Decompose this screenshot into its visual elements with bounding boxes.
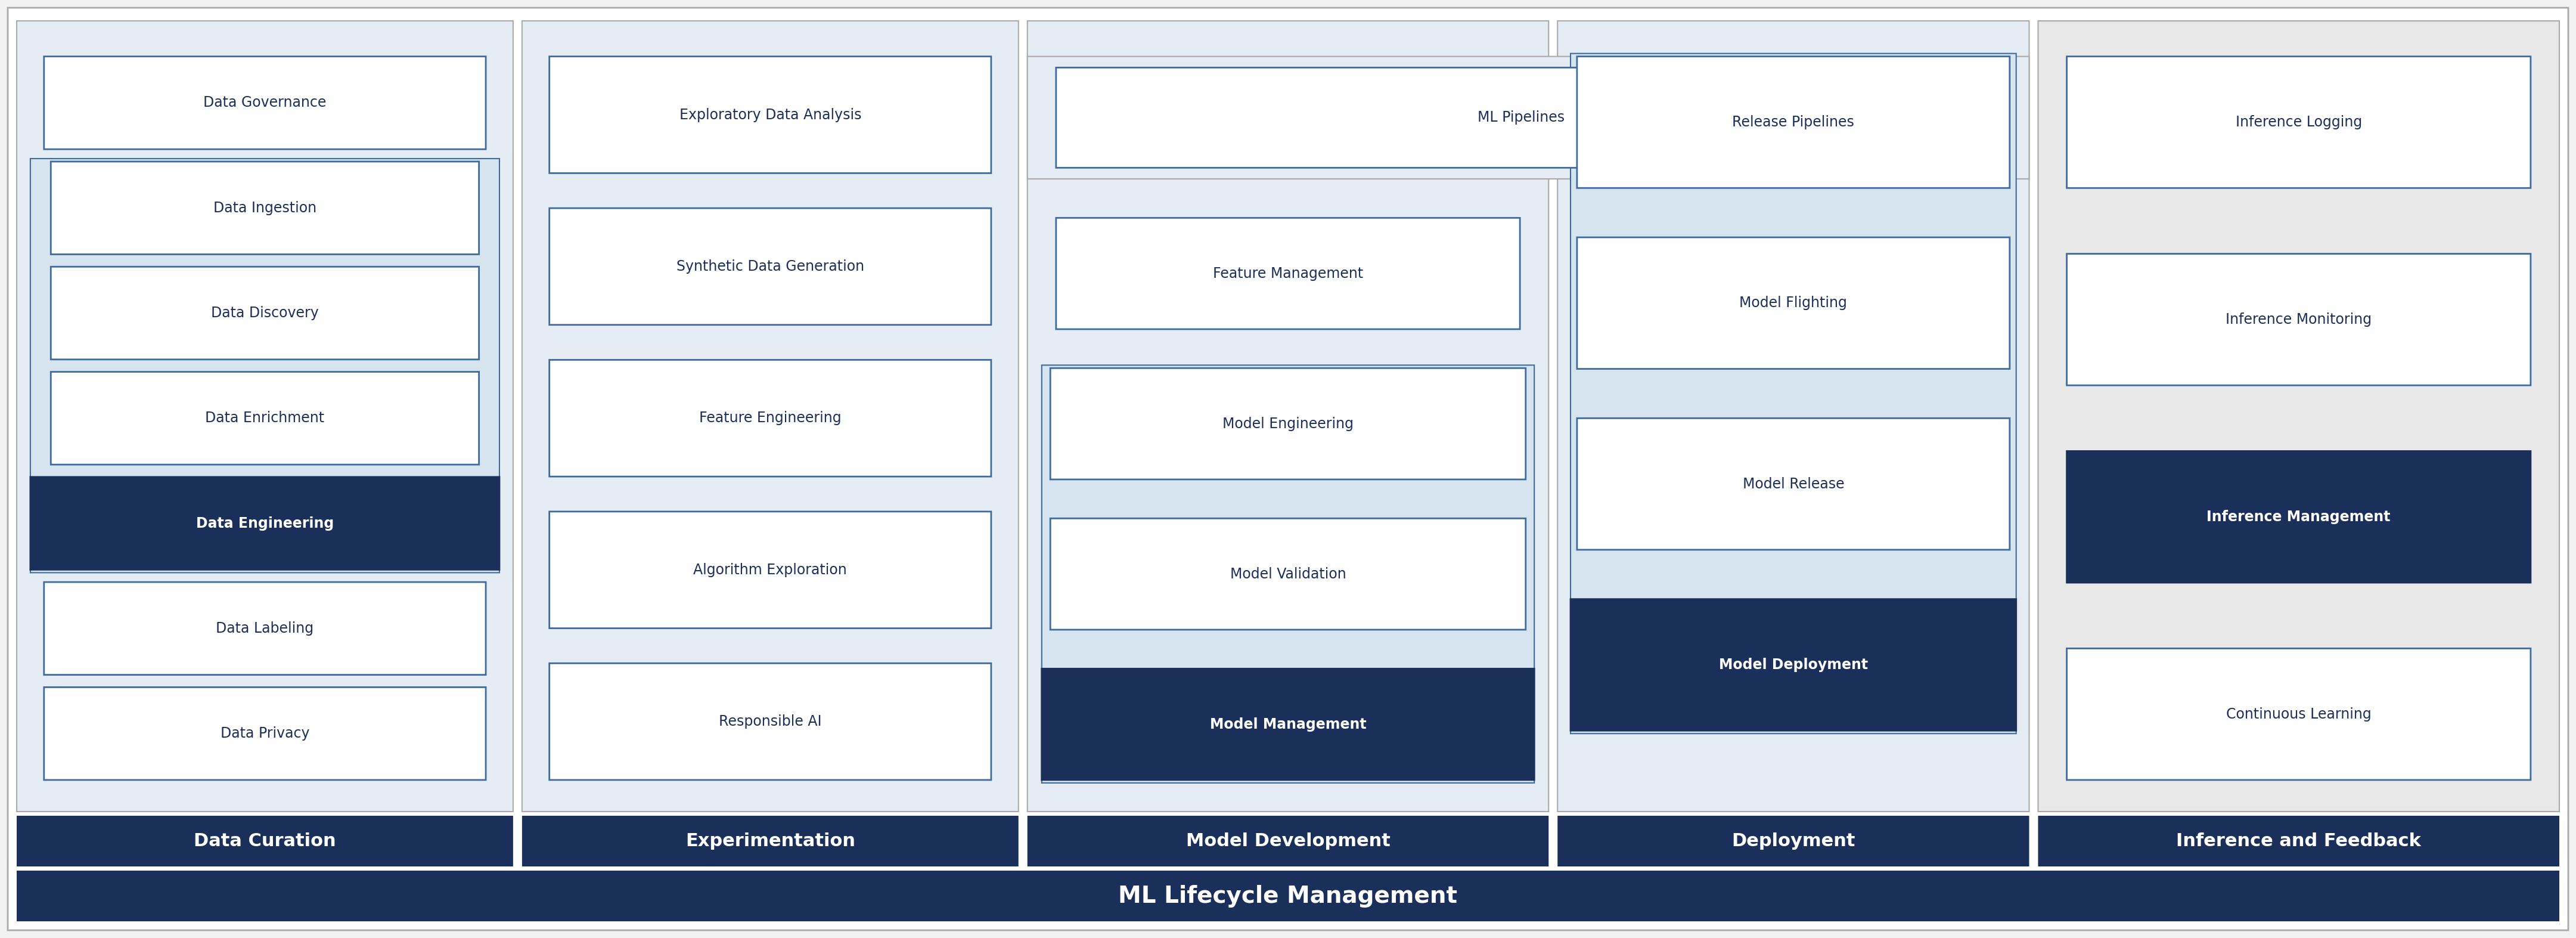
FancyBboxPatch shape [2066,451,2530,582]
FancyBboxPatch shape [549,56,992,174]
FancyBboxPatch shape [1558,21,2030,811]
Text: Exploratory Data Analysis: Exploratory Data Analysis [680,108,860,122]
FancyBboxPatch shape [1577,418,2009,550]
Text: Inference Management: Inference Management [2208,509,2391,524]
Text: Algorithm Exploration: Algorithm Exploration [693,563,848,577]
Text: Model Development: Model Development [1185,832,1391,850]
FancyBboxPatch shape [15,21,513,811]
FancyBboxPatch shape [549,511,992,628]
Text: Model Flighting: Model Flighting [1739,296,1847,310]
FancyBboxPatch shape [1056,68,1986,168]
Text: Data Curation: Data Curation [193,832,335,850]
FancyBboxPatch shape [2066,56,2530,188]
Text: Model Engineering: Model Engineering [1224,416,1352,431]
FancyBboxPatch shape [15,816,513,867]
FancyBboxPatch shape [1577,237,2009,369]
Text: Responsible AI: Responsible AI [719,715,822,729]
Text: Deployment: Deployment [1731,832,1855,850]
Text: Experimentation: Experimentation [685,832,855,850]
FancyBboxPatch shape [523,21,1018,811]
Text: Release Pipelines: Release Pipelines [1731,115,1855,129]
FancyBboxPatch shape [8,8,2568,930]
FancyBboxPatch shape [2066,254,2530,386]
Text: Data Ingestion: Data Ingestion [214,201,317,215]
FancyBboxPatch shape [1041,669,1535,780]
Text: Model Release: Model Release [1741,477,1844,492]
FancyBboxPatch shape [1051,368,1525,479]
Text: Model Deployment: Model Deployment [1718,658,1868,672]
Text: Inference Logging: Inference Logging [2236,115,2362,129]
FancyBboxPatch shape [2038,816,2561,867]
FancyBboxPatch shape [2066,648,2530,780]
FancyBboxPatch shape [1028,56,2030,179]
FancyBboxPatch shape [31,477,500,569]
Text: Data Engineering: Data Engineering [196,516,335,531]
Text: Data Privacy: Data Privacy [222,726,309,741]
FancyBboxPatch shape [1028,816,1548,867]
FancyBboxPatch shape [52,266,479,359]
Text: Feature Management: Feature Management [1213,266,1363,280]
FancyBboxPatch shape [1028,21,1548,811]
Text: Feature Engineering: Feature Engineering [698,411,842,425]
Text: ML Pipelines: ML Pipelines [1479,111,1564,125]
Text: Synthetic Data Generation: Synthetic Data Generation [677,259,863,274]
FancyBboxPatch shape [1056,218,1520,329]
FancyBboxPatch shape [15,870,2561,921]
Text: Model Management: Model Management [1211,718,1365,732]
Text: Data Governance: Data Governance [204,96,327,110]
FancyBboxPatch shape [549,663,992,780]
Text: Model Validation: Model Validation [1229,567,1347,582]
Text: Data Labeling: Data Labeling [216,621,314,636]
FancyBboxPatch shape [1558,816,2030,867]
Text: Data Discovery: Data Discovery [211,306,319,320]
FancyBboxPatch shape [1577,56,2009,188]
FancyBboxPatch shape [549,208,992,325]
FancyBboxPatch shape [44,56,487,149]
FancyBboxPatch shape [44,582,487,674]
FancyBboxPatch shape [1571,599,2017,731]
Text: Inference Monitoring: Inference Monitoring [2226,312,2372,326]
FancyBboxPatch shape [549,360,992,477]
FancyBboxPatch shape [1051,519,1525,629]
Text: Data Enrichment: Data Enrichment [206,411,325,425]
FancyBboxPatch shape [44,688,487,780]
Text: Inference and Feedback: Inference and Feedback [2177,832,2421,850]
Text: Continuous Learning: Continuous Learning [2226,707,2372,721]
FancyBboxPatch shape [31,159,500,573]
FancyBboxPatch shape [2038,21,2561,811]
FancyBboxPatch shape [523,816,1018,867]
FancyBboxPatch shape [52,371,479,464]
FancyBboxPatch shape [52,161,479,254]
Text: ML Lifecycle Management: ML Lifecycle Management [1118,885,1458,907]
FancyBboxPatch shape [1041,365,1535,783]
FancyBboxPatch shape [1571,53,2017,734]
